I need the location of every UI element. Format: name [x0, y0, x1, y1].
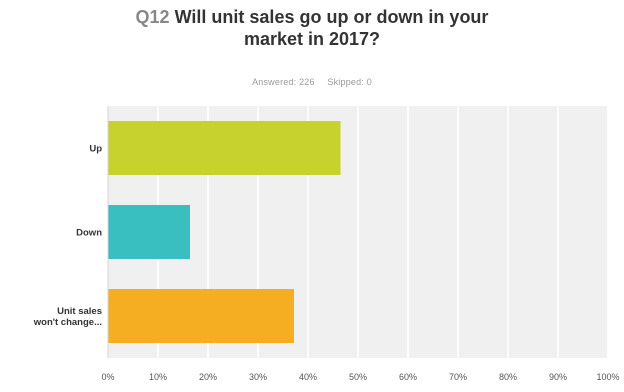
x-tick-label: 0% [101, 372, 114, 382]
bar [108, 121, 341, 175]
title-line-1: Will unit sales go up or down in your [174, 7, 489, 27]
category-label: Down [76, 228, 102, 239]
x-tick-label: 20% [199, 372, 217, 382]
bar [108, 205, 190, 259]
chart-title: Q12 Will unit sales go up or down in you… [0, 6, 624, 50]
x-tick-label: 30% [249, 372, 267, 382]
x-tick-label: 90% [549, 372, 567, 382]
answered-count: Answered: 226 [252, 77, 315, 87]
x-tick-label: 50% [349, 372, 367, 382]
x-tick-label: 70% [449, 372, 467, 382]
question-number: Q12 [135, 7, 170, 27]
category-label: won't change... [33, 317, 102, 328]
category-label: Up [89, 144, 102, 155]
x-tick-label: 60% [399, 372, 417, 382]
title-line-2: market in 2017? [243, 29, 381, 49]
bar [108, 289, 294, 343]
x-tick-label: 40% [299, 372, 317, 382]
x-tick-label: 100% [596, 372, 619, 382]
skipped-count: Skipped: 0 [327, 77, 372, 87]
category-label: Unit sales [57, 306, 102, 317]
x-tick-label: 80% [499, 372, 517, 382]
x-tick-label: 10% [149, 372, 167, 382]
response-counts: Answered: 226 Skipped: 0 [0, 77, 624, 87]
